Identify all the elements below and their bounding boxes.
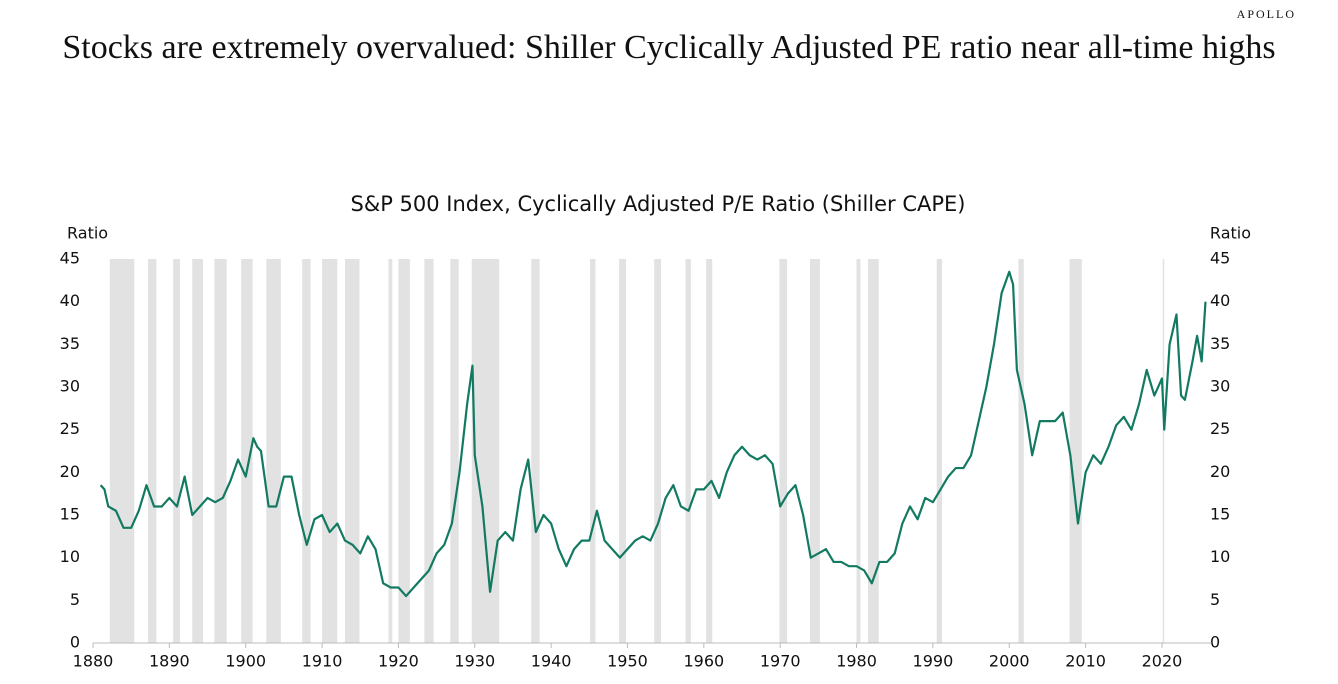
- recession-band: [398, 259, 410, 643]
- recession-band: [1069, 259, 1082, 643]
- page-title: Stocks are extremely overvalued: Shiller…: [62, 29, 1275, 66]
- y2-axis-label: Ratio: [1210, 224, 1251, 243]
- recession-band: [590, 259, 596, 643]
- x-tick-label: 1920: [378, 652, 419, 671]
- y2-tick-label: 40: [1210, 291, 1230, 310]
- recession-band: [388, 259, 393, 643]
- recession-band: [471, 259, 500, 643]
- x-tick-label: 1990: [913, 652, 954, 671]
- x-tick-label: 1930: [454, 652, 495, 671]
- recession-band: [654, 259, 662, 643]
- x-tick-label: 1880: [73, 652, 114, 671]
- y-tick-label: 20: [60, 462, 80, 481]
- recession-band: [809, 259, 820, 643]
- x-tick-label: 1960: [683, 652, 724, 671]
- y-tick-label: 25: [60, 419, 80, 438]
- y2-tick-label: 5: [1210, 590, 1220, 609]
- x-tick-label: 2010: [1065, 652, 1106, 671]
- y-tick-label: 0: [70, 633, 80, 652]
- recession-band: [214, 259, 227, 643]
- x-tick-label: 1940: [531, 652, 572, 671]
- recession-band: [936, 259, 943, 643]
- cape-line: [99, 270, 1207, 598]
- x-tick-label: 1910: [302, 652, 343, 671]
- y-tick-label: 35: [60, 334, 80, 353]
- y-tick-label: 40: [60, 291, 80, 310]
- y-axis-label: Ratio: [67, 224, 108, 243]
- recession-band: [344, 259, 360, 643]
- recession-band: [619, 259, 626, 643]
- chart-title: S&P 500 Index, Cyclically Adjusted P/E R…: [350, 192, 965, 216]
- recession-band: [266, 259, 281, 643]
- x-tick-label: 1950: [607, 652, 648, 671]
- recession-band: [173, 259, 181, 643]
- y-tick-label: 5: [70, 590, 80, 609]
- x-tick-label: 2020: [1142, 652, 1183, 671]
- recession-band: [685, 259, 691, 643]
- y2-tick-label: 30: [1210, 377, 1230, 396]
- recession-band: [706, 259, 713, 643]
- recession-band: [322, 259, 338, 643]
- x-tick-label: 2000: [989, 652, 1030, 671]
- recession-band: [109, 259, 135, 643]
- x-tick-label: 1970: [760, 652, 801, 671]
- y2-tick-label: 25: [1210, 419, 1230, 438]
- y-tick-label: 45: [60, 249, 80, 268]
- y2-tick-label: 15: [1210, 505, 1230, 524]
- recession-band: [1018, 259, 1024, 643]
- y-tick-label: 15: [60, 505, 80, 524]
- x-tick-label: 1900: [225, 652, 266, 671]
- y2-tick-label: 35: [1210, 334, 1230, 353]
- recession-band: [531, 259, 540, 643]
- x-tick-label: 1890: [149, 652, 190, 671]
- y2-tick-label: 45: [1210, 249, 1230, 268]
- y2-tick-label: 10: [1210, 547, 1230, 566]
- x-tick-label: 1980: [836, 652, 877, 671]
- y2-tick-label: 0: [1210, 633, 1220, 652]
- recession-band: [424, 259, 434, 643]
- recession-band: [856, 259, 861, 643]
- y-tick-label: 10: [60, 547, 80, 566]
- recession-band: [1162, 259, 1165, 643]
- recession-band: [779, 259, 788, 643]
- recession-band: [450, 259, 459, 643]
- y2-tick-label: 20: [1210, 462, 1230, 481]
- recession-band: [241, 259, 253, 643]
- brand: APOLLO: [1237, 7, 1296, 21]
- recession-band: [192, 259, 203, 643]
- recession-band: [147, 259, 157, 643]
- recession-band: [302, 259, 311, 643]
- y-tick-label: 30: [60, 377, 80, 396]
- recession-band: [868, 259, 879, 643]
